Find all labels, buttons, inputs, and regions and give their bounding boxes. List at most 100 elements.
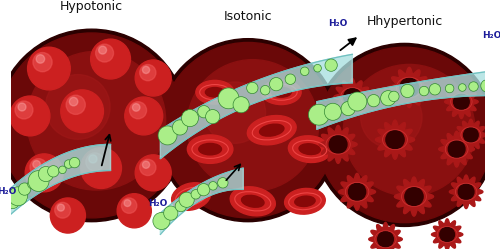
Circle shape [458,184,474,200]
Circle shape [64,160,73,168]
Circle shape [0,202,6,226]
Circle shape [360,87,422,148]
Polygon shape [439,131,474,167]
Circle shape [344,88,361,106]
Text: Hypotonic: Hypotonic [60,0,123,14]
Circle shape [54,202,70,218]
Circle shape [36,55,44,63]
Circle shape [158,126,177,145]
Circle shape [0,29,188,222]
Ellipse shape [196,80,234,104]
Circle shape [198,184,210,196]
Text: H₂O: H₂O [0,187,16,196]
Circle shape [233,97,249,113]
Ellipse shape [272,87,291,97]
Ellipse shape [198,144,222,155]
Circle shape [198,106,210,118]
Circle shape [142,161,150,168]
Text: Hhypertonic: Hhypertonic [366,15,442,28]
Circle shape [400,78,418,97]
Circle shape [33,52,52,72]
Circle shape [179,192,194,207]
Circle shape [38,166,54,182]
Circle shape [204,82,266,143]
Circle shape [66,95,86,114]
Circle shape [58,166,66,174]
Ellipse shape [230,187,276,216]
Circle shape [140,159,156,176]
Polygon shape [317,68,500,129]
Circle shape [348,92,367,111]
Circle shape [15,101,33,119]
Circle shape [135,60,171,96]
Circle shape [58,204,64,211]
Circle shape [25,154,63,192]
Circle shape [124,200,131,206]
Circle shape [218,88,239,109]
Circle shape [125,97,162,135]
Circle shape [206,110,220,124]
Circle shape [50,198,86,233]
Circle shape [135,155,171,191]
Circle shape [156,39,340,222]
Circle shape [30,158,47,176]
Circle shape [70,158,80,168]
Polygon shape [319,126,357,164]
Circle shape [218,178,228,188]
Circle shape [300,67,309,76]
Polygon shape [432,219,463,250]
Circle shape [454,94,469,110]
Circle shape [481,80,493,92]
Ellipse shape [288,136,331,162]
Circle shape [48,166,59,177]
Circle shape [325,59,338,71]
Ellipse shape [262,80,301,104]
Circle shape [313,44,496,226]
Circle shape [330,136,347,153]
Circle shape [440,227,454,242]
Circle shape [380,91,396,106]
Polygon shape [160,168,244,234]
Circle shape [10,96,50,136]
Ellipse shape [248,116,296,145]
Circle shape [28,170,49,192]
Circle shape [153,212,170,230]
Circle shape [6,194,20,209]
Circle shape [96,44,114,62]
Polygon shape [444,85,478,118]
Circle shape [122,198,137,213]
Polygon shape [369,222,402,250]
Ellipse shape [188,135,233,163]
Circle shape [86,153,104,171]
Circle shape [28,179,37,189]
Circle shape [388,91,399,102]
Circle shape [260,86,270,95]
Circle shape [33,160,40,168]
Circle shape [164,206,178,220]
Circle shape [317,47,492,223]
Circle shape [458,84,466,91]
Circle shape [18,183,31,195]
Circle shape [130,102,146,119]
Circle shape [401,84,414,98]
Circle shape [464,128,478,142]
Polygon shape [455,119,486,150]
Circle shape [469,82,478,91]
Circle shape [446,84,454,93]
Circle shape [70,97,78,106]
Circle shape [420,86,429,96]
Polygon shape [334,78,371,116]
Circle shape [270,78,283,91]
Circle shape [324,103,342,120]
Circle shape [405,188,423,206]
Ellipse shape [284,188,326,214]
Circle shape [90,39,130,79]
Circle shape [386,130,404,149]
Polygon shape [338,173,376,210]
Polygon shape [0,144,110,227]
Circle shape [246,82,258,94]
Circle shape [285,74,296,85]
Ellipse shape [299,144,320,154]
Text: Isotonic: Isotonic [224,10,272,23]
Circle shape [429,84,440,95]
